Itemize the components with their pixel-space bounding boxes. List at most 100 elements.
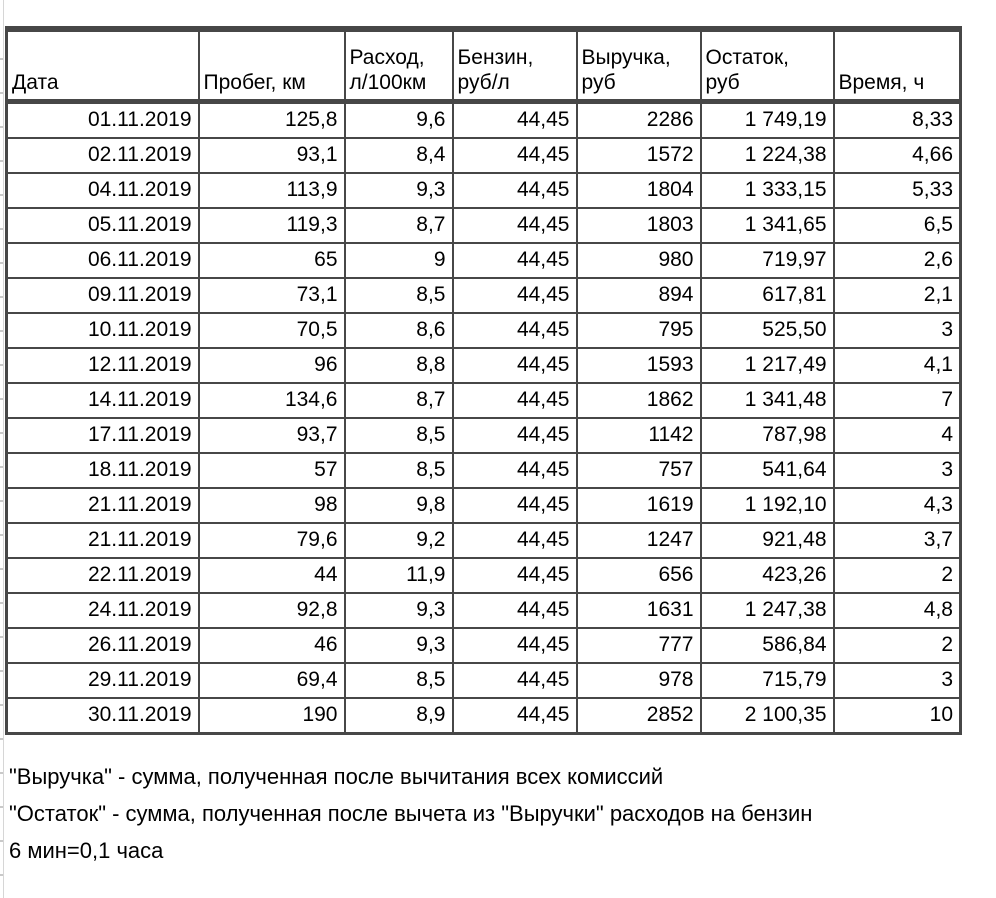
cell-mileage-km-row15[interactable]: 92,8 bbox=[197, 592, 346, 629]
cell-mileage-km-row17[interactable]: 69,4 bbox=[197, 662, 346, 699]
cell-mileage-km-row12[interactable]: 98 bbox=[197, 487, 346, 524]
cell-revenue-rub-row9[interactable]: 1862 bbox=[575, 382, 702, 419]
cell-consumption-l-100km-row13[interactable]: 9,2 bbox=[343, 522, 454, 559]
cell-date-row8[interactable]: 12.11.2019 bbox=[5, 347, 200, 384]
cell-revenue-rub-row8[interactable]: 1593 bbox=[575, 347, 702, 384]
cell-revenue-rub-row1[interactable]: 2286 bbox=[575, 100, 702, 139]
cell-time-h-row17[interactable]: 3 bbox=[832, 662, 962, 699]
cell-time-h-row9[interactable]: 7 bbox=[832, 382, 962, 419]
cell-mileage-km-row8[interactable]: 96 bbox=[197, 347, 346, 384]
cell-revenue-rub-row17[interactable]: 978 bbox=[575, 662, 702, 699]
cell-remainder-rub-row5[interactable]: 719,97 bbox=[699, 242, 835, 279]
cell-time-h-row7[interactable]: 3 bbox=[832, 312, 962, 349]
cell-revenue-rub-row5[interactable]: 980 bbox=[575, 242, 702, 279]
cell-remainder-rub-row18[interactable]: 2 100,35 bbox=[699, 697, 835, 735]
column-header-petrol-rub-l[interactable]: Бензин, руб/л bbox=[451, 28, 578, 104]
cell-petrol-rub-l-row9[interactable]: 44,45 bbox=[451, 382, 578, 419]
cell-revenue-rub-row18[interactable]: 2852 bbox=[575, 697, 702, 735]
cell-remainder-rub-row2[interactable]: 1 224,38 bbox=[699, 137, 835, 174]
cell-date-row10[interactable]: 17.11.2019 bbox=[5, 417, 200, 454]
cell-time-h-row12[interactable]: 4,3 bbox=[832, 487, 962, 524]
cell-consumption-l-100km-row17[interactable]: 8,5 bbox=[343, 662, 454, 699]
cell-mileage-km-row6[interactable]: 73,1 bbox=[197, 277, 346, 314]
cell-revenue-rub-row11[interactable]: 757 bbox=[575, 452, 702, 489]
cell-mileage-km-row16[interactable]: 46 bbox=[197, 627, 346, 664]
cell-date-row2[interactable]: 02.11.2019 bbox=[5, 137, 200, 174]
cell-remainder-rub-row3[interactable]: 1 333,15 bbox=[699, 172, 835, 209]
cell-consumption-l-100km-row11[interactable]: 8,5 bbox=[343, 452, 454, 489]
cell-consumption-l-100km-row5[interactable]: 9 bbox=[343, 242, 454, 279]
cell-date-row12[interactable]: 21.11.2019 bbox=[5, 487, 200, 524]
cell-date-row7[interactable]: 10.11.2019 bbox=[5, 312, 200, 349]
cell-date-row9[interactable]: 14.11.2019 bbox=[5, 382, 200, 419]
cell-date-row11[interactable]: 18.11.2019 bbox=[5, 452, 200, 489]
cell-remainder-rub-row12[interactable]: 1 192,10 bbox=[699, 487, 835, 524]
cell-remainder-rub-row4[interactable]: 1 341,65 bbox=[699, 207, 835, 244]
cell-mileage-km-row14[interactable]: 44 bbox=[197, 557, 346, 594]
cell-revenue-rub-row3[interactable]: 1804 bbox=[575, 172, 702, 209]
cell-remainder-rub-row14[interactable]: 423,26 bbox=[699, 557, 835, 594]
cell-mileage-km-row2[interactable]: 93,1 bbox=[197, 137, 346, 174]
cell-date-row6[interactable]: 09.11.2019 bbox=[5, 277, 200, 314]
cell-consumption-l-100km-row3[interactable]: 9,3 bbox=[343, 172, 454, 209]
cell-consumption-l-100km-row14[interactable]: 11,9 bbox=[343, 557, 454, 594]
cell-remainder-rub-row17[interactable]: 715,79 bbox=[699, 662, 835, 699]
cell-mileage-km-row18[interactable]: 190 bbox=[197, 697, 346, 735]
cell-consumption-l-100km-row15[interactable]: 9,3 bbox=[343, 592, 454, 629]
cell-mileage-km-row4[interactable]: 119,3 bbox=[197, 207, 346, 244]
cell-time-h-row6[interactable]: 2,1 bbox=[832, 277, 962, 314]
cell-time-h-row8[interactable]: 4,1 bbox=[832, 347, 962, 384]
cell-time-h-row13[interactable]: 3,7 bbox=[832, 522, 962, 559]
cell-mileage-km-row9[interactable]: 134,6 bbox=[197, 382, 346, 419]
cell-petrol-rub-l-row12[interactable]: 44,45 bbox=[451, 487, 578, 524]
cell-time-h-row14[interactable]: 2 bbox=[832, 557, 962, 594]
cell-time-h-row18[interactable]: 10 bbox=[832, 697, 962, 735]
cell-mileage-km-row13[interactable]: 79,6 bbox=[197, 522, 346, 559]
cell-consumption-l-100km-row16[interactable]: 9,3 bbox=[343, 627, 454, 664]
cell-remainder-rub-row9[interactable]: 1 341,48 bbox=[699, 382, 835, 419]
cell-date-row5[interactable]: 06.11.2019 bbox=[5, 242, 200, 279]
cell-petrol-rub-l-row1[interactable]: 44,45 bbox=[451, 100, 578, 139]
cell-revenue-rub-row6[interactable]: 894 bbox=[575, 277, 702, 314]
column-header-time-h[interactable]: Время, ч bbox=[832, 28, 962, 104]
cell-revenue-rub-row14[interactable]: 656 bbox=[575, 557, 702, 594]
cell-time-h-row16[interactable]: 2 bbox=[832, 627, 962, 664]
cell-remainder-rub-row11[interactable]: 541,64 bbox=[699, 452, 835, 489]
cell-remainder-rub-row10[interactable]: 787,98 bbox=[699, 417, 835, 454]
cell-revenue-rub-row12[interactable]: 1619 bbox=[575, 487, 702, 524]
cell-remainder-rub-row7[interactable]: 525,50 bbox=[699, 312, 835, 349]
cell-consumption-l-100km-row18[interactable]: 8,9 bbox=[343, 697, 454, 735]
cell-mileage-km-row3[interactable]: 113,9 bbox=[197, 172, 346, 209]
column-header-consumption-l-100km[interactable]: Расход, л/100км bbox=[343, 28, 454, 104]
cell-remainder-rub-row1[interactable]: 1 749,19 bbox=[699, 100, 835, 139]
cell-date-row15[interactable]: 24.11.2019 bbox=[5, 592, 200, 629]
column-header-date[interactable]: Дата bbox=[5, 28, 200, 104]
cell-revenue-rub-row2[interactable]: 1572 bbox=[575, 137, 702, 174]
cell-petrol-rub-l-row6[interactable]: 44,45 bbox=[451, 277, 578, 314]
cell-time-h-row1[interactable]: 8,33 bbox=[832, 100, 962, 139]
column-header-mileage-km[interactable]: Пробег, км bbox=[197, 28, 346, 104]
cell-date-row4[interactable]: 05.11.2019 bbox=[5, 207, 200, 244]
cell-revenue-rub-row13[interactable]: 1247 bbox=[575, 522, 702, 559]
cell-consumption-l-100km-row2[interactable]: 8,4 bbox=[343, 137, 454, 174]
cell-petrol-rub-l-row13[interactable]: 44,45 bbox=[451, 522, 578, 559]
cell-petrol-rub-l-row18[interactable]: 44,45 bbox=[451, 697, 578, 735]
cell-consumption-l-100km-row12[interactable]: 9,8 bbox=[343, 487, 454, 524]
cell-date-row14[interactable]: 22.11.2019 bbox=[5, 557, 200, 594]
cell-remainder-rub-row6[interactable]: 617,81 bbox=[699, 277, 835, 314]
cell-revenue-rub-row7[interactable]: 795 bbox=[575, 312, 702, 349]
cell-petrol-rub-l-row5[interactable]: 44,45 bbox=[451, 242, 578, 279]
cell-time-h-row15[interactable]: 4,8 bbox=[832, 592, 962, 629]
cell-petrol-rub-l-row15[interactable]: 44,45 bbox=[451, 592, 578, 629]
cell-revenue-rub-row4[interactable]: 1803 bbox=[575, 207, 702, 244]
cell-time-h-row11[interactable]: 3 bbox=[832, 452, 962, 489]
cell-date-row18[interactable]: 30.11.2019 bbox=[5, 697, 200, 735]
cell-date-row16[interactable]: 26.11.2019 bbox=[5, 627, 200, 664]
cell-petrol-rub-l-row14[interactable]: 44,45 bbox=[451, 557, 578, 594]
cell-mileage-km-row5[interactable]: 65 bbox=[197, 242, 346, 279]
cell-date-row17[interactable]: 29.11.2019 bbox=[5, 662, 200, 699]
cell-petrol-rub-l-row4[interactable]: 44,45 bbox=[451, 207, 578, 244]
cell-petrol-rub-l-row7[interactable]: 44,45 bbox=[451, 312, 578, 349]
cell-mileage-km-row1[interactable]: 125,8 bbox=[197, 100, 346, 139]
cell-consumption-l-100km-row6[interactable]: 8,5 bbox=[343, 277, 454, 314]
